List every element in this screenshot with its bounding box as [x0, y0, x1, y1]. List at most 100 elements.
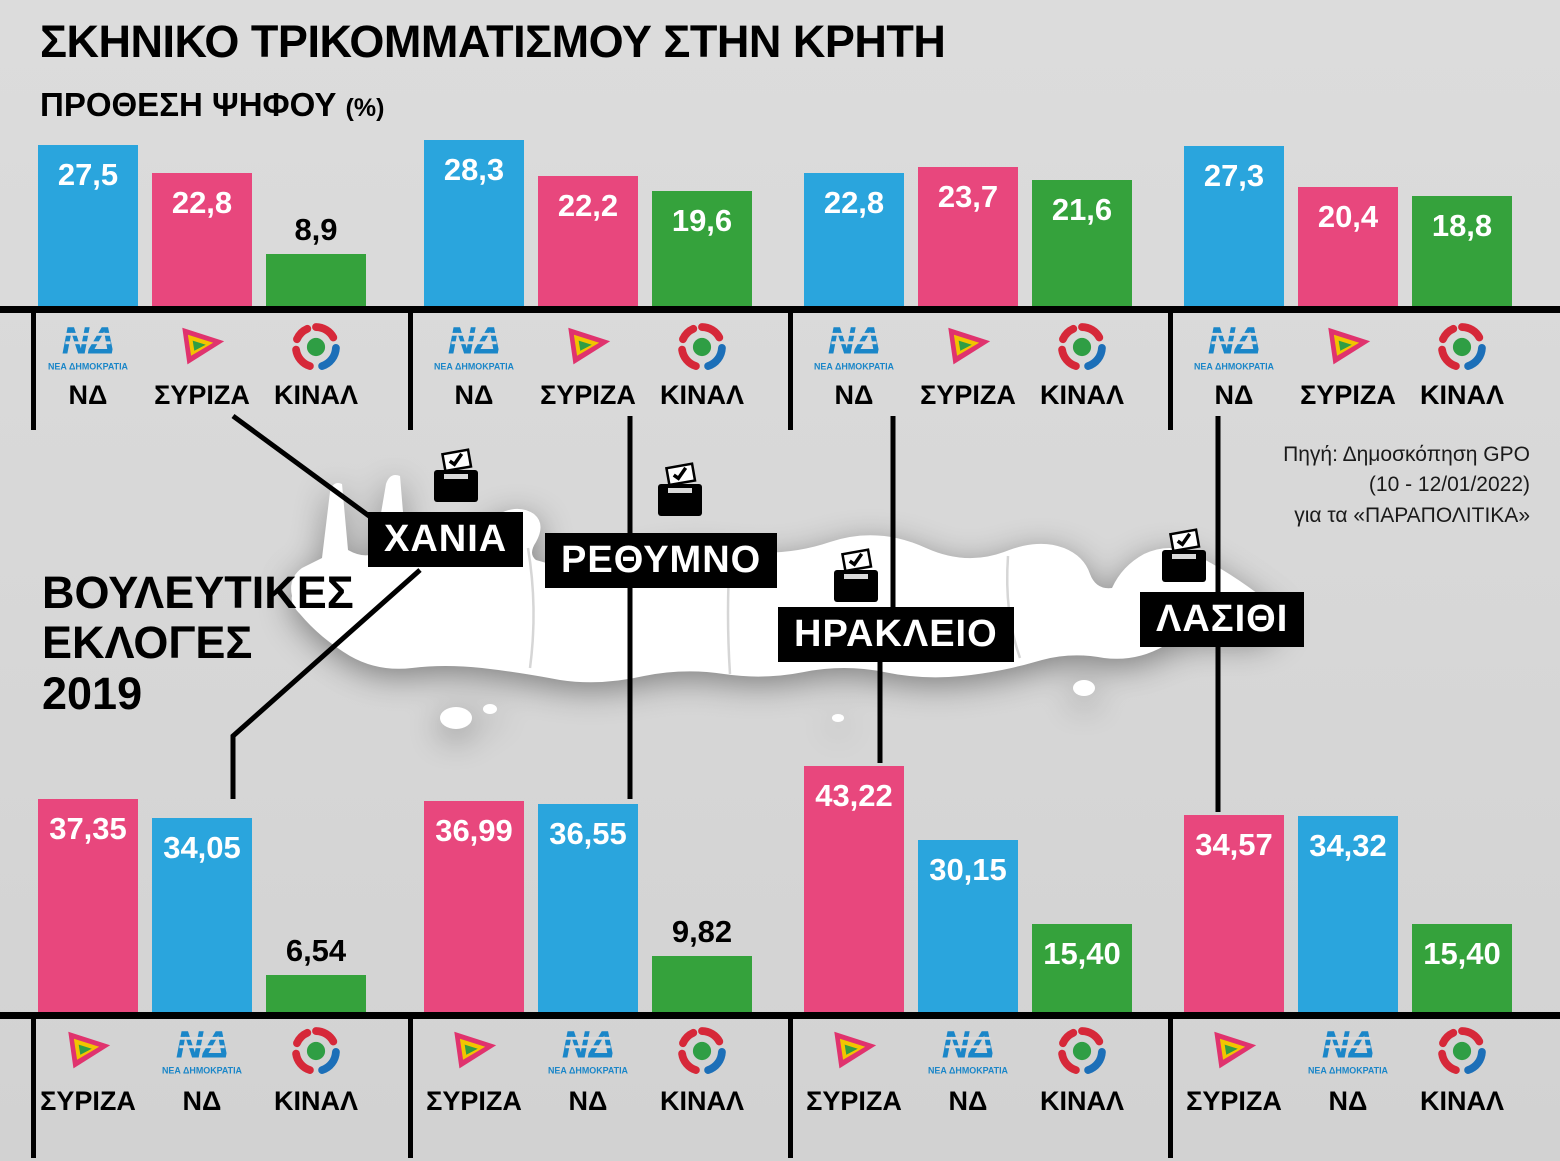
- kinal-label: ΚΙΝΑΛ: [1419, 1086, 1504, 1116]
- bar-value: 22,2: [557, 188, 619, 223]
- bar-value: 22,8: [171, 185, 233, 220]
- svg-text:ΝΕΑ ΔΗΜΟΚΡΑΤΙΑ: ΝΕΑ ΔΗΜΟΚΡΑΤΙΑ: [48, 362, 129, 372]
- svg-text:ΝΕΑ ΔΗΜΟΚΡΑΤΙΑ: ΝΕΑ ΔΗΜΟΚΡΑΤΙΑ: [1308, 1066, 1389, 1076]
- nd-label: ΝΔ: [834, 380, 874, 410]
- subtitle-text: ΠΡΟΘΕΣΗ ΨΗΦΟΥ: [40, 86, 337, 123]
- bar-value: 15,40: [1043, 936, 1121, 971]
- bar-value: 36,99: [435, 813, 513, 848]
- kinal-bar: [266, 975, 366, 1012]
- subtitle-unit: (%): [345, 94, 385, 122]
- nd-bar: [804, 173, 904, 306]
- svg-text:ΝΔ: ΝΔ: [828, 320, 880, 362]
- nd-bar: [1184, 146, 1284, 306]
- nd-label: ΝΔ: [454, 380, 494, 410]
- section-2019-line1: ΒΟΥΛΕΥΤΙΚΕΣ: [42, 567, 354, 618]
- crete-map: [278, 418, 1308, 768]
- nd-label: ΝΔ: [1328, 1086, 1368, 1116]
- kinal-logo-icon: [266, 1022, 366, 1080]
- group-divider: [31, 1012, 36, 1158]
- kinal-label: ΚΙΝΑΛ: [1419, 380, 1504, 410]
- group-divider: [1168, 306, 1173, 430]
- svg-text:ΝΔ: ΝΔ: [448, 320, 500, 362]
- kinal-bar: [266, 254, 366, 306]
- syriza-logo-icon: [538, 318, 638, 376]
- syriza-bar: [424, 801, 524, 1012]
- kinal-label: ΚΙΝΑΛ: [273, 1086, 358, 1116]
- svg-text:ΝΕΑ ΔΗΜΟΚΡΑΤΙΑ: ΝΕΑ ΔΗΜΟΚΡΑΤΙΑ: [928, 1066, 1009, 1076]
- bar-value: 34,57: [1195, 827, 1273, 862]
- ballot-box-icon: [824, 546, 888, 610]
- syriza-label: ΣΥΡΙΖΑ: [920, 380, 1016, 410]
- group-divider: [408, 1012, 413, 1158]
- syriza-label: ΣΥΡΙΖΑ: [154, 380, 250, 410]
- syriza-logo-icon: [918, 318, 1018, 376]
- nd-bar: [918, 840, 1018, 1012]
- section-2019-title: ΒΟΥΛΕΥΤΙΚΕΣ ΕΚΛΟΓΕΣ 2019: [42, 567, 354, 719]
- nd-label: ΝΔ: [1214, 380, 1254, 410]
- nd-bar: [152, 818, 252, 1012]
- bar-value: 28,3: [443, 152, 505, 187]
- source-line1: Πηγή: Δημοσκόπηση GPO: [1283, 443, 1530, 466]
- syriza-bar: [38, 799, 138, 1012]
- ballot-box-icon: [1152, 526, 1216, 590]
- bar-value: 21,6: [1051, 192, 1113, 227]
- bar-value: 27,5: [57, 157, 119, 192]
- syriza-label: ΣΥΡΙΖΑ: [40, 1086, 136, 1116]
- svg-text:ΝΕΑ ΔΗΜΟΚΡΑΤΙΑ: ΝΕΑ ΔΗΜΟΚΡΑΤΙΑ: [162, 1066, 243, 1076]
- nd-logo-icon: ΝΔ ΝΕΑ ΔΗΜΟΚΡΑΤΙΑ: [152, 1022, 252, 1080]
- kinal-label: ΚΙΝΑΛ: [1039, 380, 1124, 410]
- syriza-logo-icon: [38, 1022, 138, 1080]
- syriza-label: ΣΥΡΙΖΑ: [1300, 380, 1396, 410]
- kinal-label: ΚΙΝΑΛ: [659, 380, 744, 410]
- syriza-logo-icon: [152, 318, 252, 376]
- chart-subtitle: ΠΡΟΘΕΣΗ ΨΗΦΟΥ (%): [40, 86, 384, 124]
- nd-label: ΝΔ: [68, 380, 108, 410]
- bar-value: 37,35: [49, 811, 127, 846]
- kinal-logo-icon: [1032, 318, 1132, 376]
- syriza-logo-icon: [804, 1022, 904, 1080]
- kinal-logo-icon: [1032, 1022, 1132, 1080]
- bar-value: 22,8: [823, 185, 885, 220]
- kinal-bar: [1412, 924, 1512, 1012]
- svg-text:ΝΕΑ ΔΗΜΟΚΡΑΤΙΑ: ΝΕΑ ΔΗΜΟΚΡΑΤΙΑ: [548, 1066, 629, 1076]
- svg-text:ΝΔ: ΝΔ: [176, 1024, 228, 1066]
- nd-label: ΝΔ: [568, 1086, 608, 1116]
- kinal-bar: [652, 191, 752, 306]
- kinal-logo-icon: [1412, 1022, 1512, 1080]
- bar-value: 19,6: [671, 203, 733, 238]
- bar-value: 34,05: [163, 830, 241, 865]
- syriza-bar: [152, 173, 252, 306]
- kinal-bar: [1032, 180, 1132, 306]
- bar-value: 15,40: [1423, 936, 1501, 971]
- kinal-label: ΚΙΝΑΛ: [659, 1086, 744, 1116]
- axis-baseline-bottom: [0, 1012, 1560, 1019]
- bar-value: 8,9: [294, 212, 338, 247]
- bar-value: 34,32: [1309, 828, 1387, 863]
- svg-text:ΝΔ: ΝΔ: [1208, 320, 1260, 362]
- syriza-label: ΣΥΡΙΖΑ: [540, 380, 636, 410]
- syriza-bar: [538, 176, 638, 306]
- syriza-logo-icon: [1298, 318, 1398, 376]
- syriza-label: ΣΥΡΙΖΑ: [806, 1086, 902, 1116]
- syriza-label: ΣΥΡΙΖΑ: [1186, 1086, 1282, 1116]
- svg-text:ΝΔ: ΝΔ: [62, 320, 114, 362]
- source-line2: (10 - 12/01/2022): [1368, 473, 1530, 497]
- region-label-irakleio: ΗΡΑΚΛΕΙΟ: [778, 607, 1014, 662]
- kinal-logo-icon: [266, 318, 366, 376]
- syriza-bar: [1298, 187, 1398, 306]
- region-label-lasithi: ΛΑΣΙΘΙ: [1140, 592, 1305, 647]
- nd-bar: [38, 145, 138, 306]
- kinal-label: ΚΙΝΑΛ: [1039, 1086, 1124, 1116]
- kinal-bar: [1032, 924, 1132, 1012]
- nd-bar: [538, 804, 638, 1012]
- bar-value: 30,15: [929, 852, 1007, 887]
- nd-logo-icon: ΝΔ ΝΕΑ ΔΗΜΟΚΡΑΤΙΑ: [804, 318, 904, 376]
- section-2019-line3: 2019: [42, 667, 143, 719]
- nd-logo-icon: ΝΔ ΝΕΑ ΔΗΜΟΚΡΑΤΙΑ: [1184, 318, 1284, 376]
- axis-baseline-top: [0, 306, 1560, 313]
- nd-logo-icon: ΝΔ ΝΕΑ ΔΗΜΟΚΡΑΤΙΑ: [538, 1022, 638, 1080]
- nd-logo-icon: ΝΔ ΝΕΑ ΔΗΜΟΚΡΑΤΙΑ: [918, 1022, 1018, 1080]
- ballot-box-icon: [424, 446, 488, 510]
